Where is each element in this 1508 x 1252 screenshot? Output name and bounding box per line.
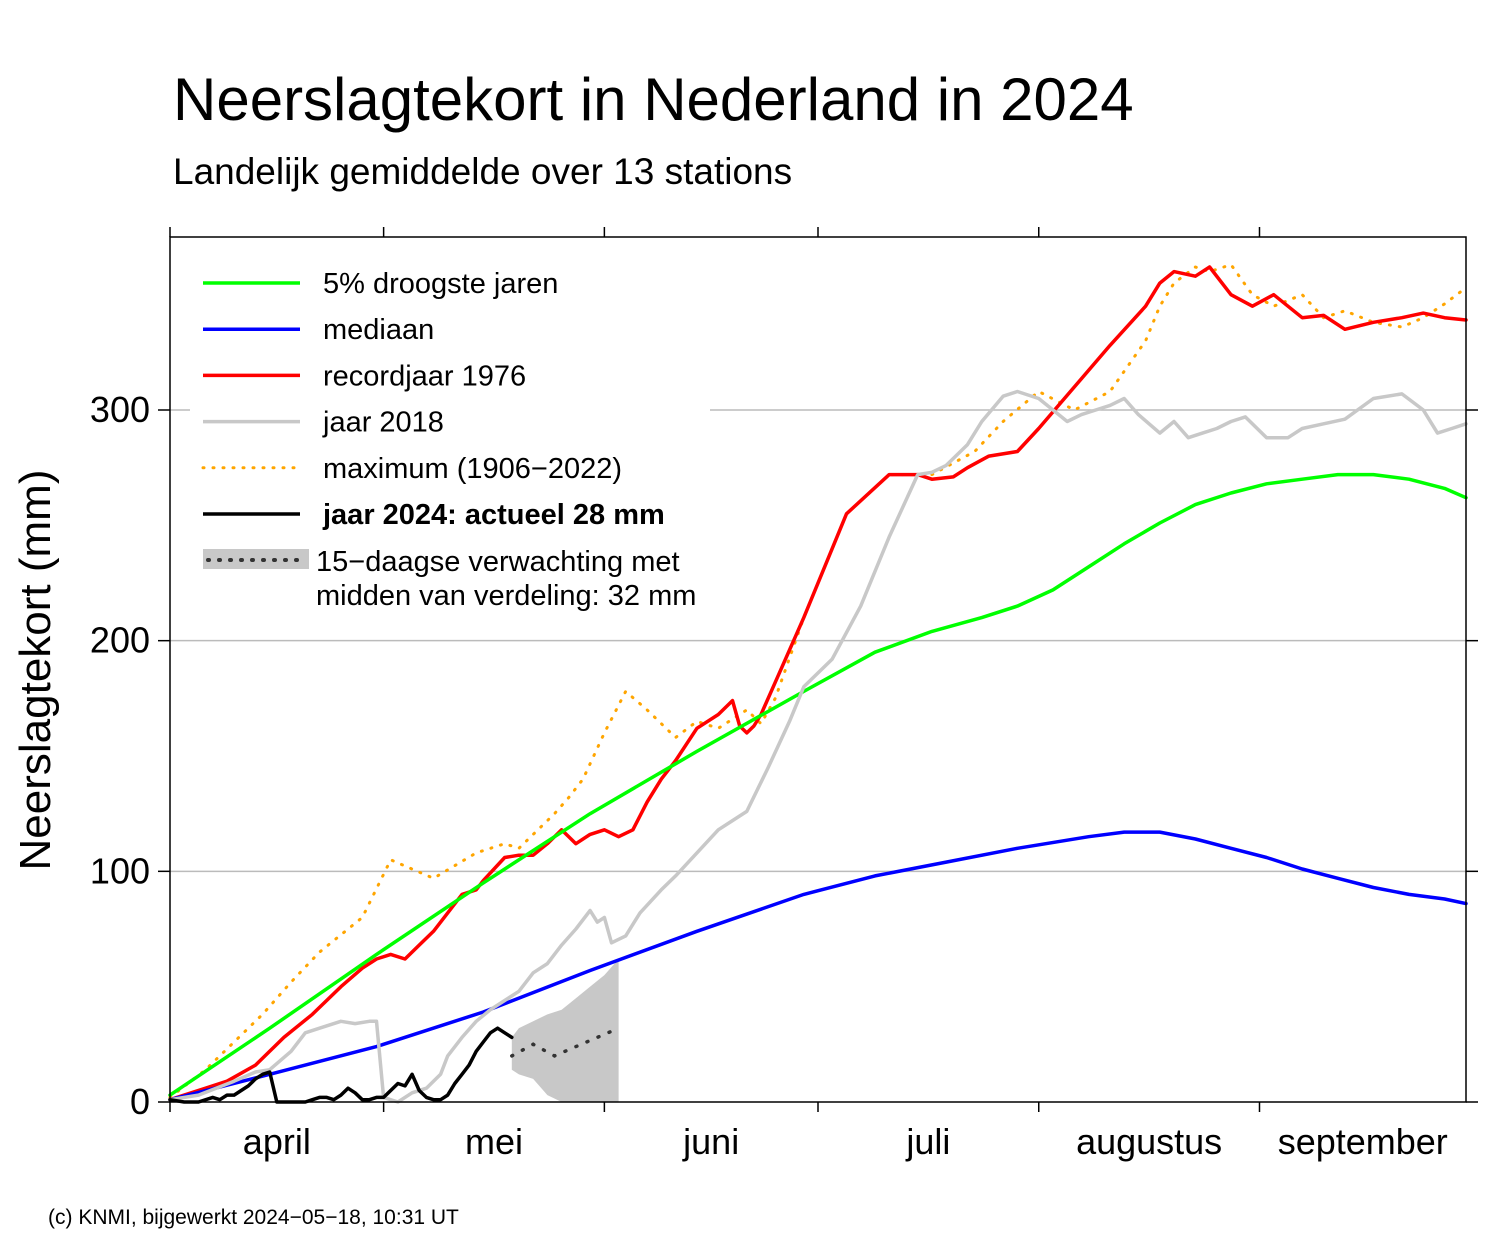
axes: 0 100 200 300 april mei juni juli augustus septem… xyxy=(90,227,1478,1162)
forecast-median-line xyxy=(510,1026,621,1058)
footer-credit: (c) KNMI, bijgewerkt 2024−05−18, 10:31 U… xyxy=(48,1206,459,1229)
x-month-label: augustus xyxy=(1076,1121,1222,1162)
legend-items: 5% droogste jaren mediaan recordjaar 1976 j… xyxy=(201,268,665,531)
legend-label: jaar 2024: actueel 28 mm xyxy=(322,499,665,531)
series-line-recordjaar-1976 xyxy=(168,265,1468,1102)
forecast-line-group xyxy=(510,1026,621,1058)
series-line-mediaan xyxy=(168,830,1468,1102)
legend-label: jaar 2018 xyxy=(322,407,444,439)
forecast-band xyxy=(511,958,619,1102)
chart-subtitle: Landelijk gemiddelde over 13 stations xyxy=(173,151,792,192)
y-tick-label: 0 xyxy=(130,1081,150,1122)
legend-label: recordjaar 1976 xyxy=(323,360,526,392)
x-month-label: april xyxy=(243,1121,311,1162)
series-line-5-droogste-jaren xyxy=(168,472,1468,1097)
series-group xyxy=(168,263,1468,1104)
legend: 5% droogste jaren mediaan recordjaar 1976 j… xyxy=(190,258,710,618)
legend-forecast-line2: midden van verdeling: 32 mm xyxy=(316,580,696,612)
x-month-label: juni xyxy=(682,1121,739,1162)
legend-label: 5% droogste jaren xyxy=(323,268,558,300)
legend-forecast-swatch xyxy=(203,549,309,569)
x-month-label: juli xyxy=(905,1121,950,1162)
legend-label: maximum (1906−2022) xyxy=(323,453,622,485)
y-tick-label: 200 xyxy=(90,620,150,661)
y-tick-label: 100 xyxy=(90,850,150,891)
legend-label: mediaan xyxy=(323,314,434,346)
series-line-jaar-2018 xyxy=(168,389,1468,1104)
y-axis-label: Neerslagtekort (mm) xyxy=(11,470,60,871)
x-month-label: september xyxy=(1278,1121,1448,1162)
series-line-jaar-2024-actueel-28-mm xyxy=(168,1026,514,1104)
x-month-label: mei xyxy=(465,1121,523,1162)
series-line-maximum-1906-2022 xyxy=(168,263,1468,1099)
forecast-band-area xyxy=(511,958,619,1102)
plot-frame xyxy=(169,236,1467,1103)
chart-title: Neerslagtekort in Nederland in 2024 xyxy=(173,66,1134,133)
legend-forecast-line1: 15−daagse verwachting met xyxy=(316,546,680,578)
y-tick-label: 300 xyxy=(90,389,150,430)
